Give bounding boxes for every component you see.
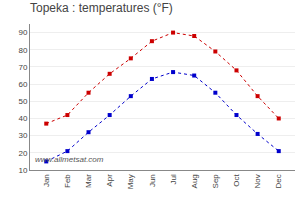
svg-text:Jun: Jun bbox=[148, 174, 157, 187]
svg-text:60: 60 bbox=[18, 80, 27, 89]
svg-text:10: 10 bbox=[18, 166, 27, 175]
svg-text:Mar: Mar bbox=[84, 174, 93, 188]
svg-text:30: 30 bbox=[18, 131, 27, 140]
svg-text:70: 70 bbox=[18, 63, 27, 72]
svg-text:20: 20 bbox=[18, 149, 27, 158]
svg-text:50: 50 bbox=[18, 97, 27, 106]
svg-text:Dec: Dec bbox=[274, 174, 283, 188]
svg-text:www.allmetsat.com: www.allmetsat.com bbox=[35, 155, 104, 164]
svg-text:Topeka : temperatures (°F): Topeka : temperatures (°F) bbox=[30, 1, 173, 15]
svg-text:90: 90 bbox=[18, 28, 27, 37]
svg-text:May: May bbox=[126, 174, 135, 189]
svg-text:Aug: Aug bbox=[190, 174, 199, 188]
svg-text:Feb: Feb bbox=[63, 174, 72, 188]
svg-text:Jul: Jul bbox=[169, 174, 178, 184]
svg-text:Apr: Apr bbox=[105, 174, 114, 187]
svg-text:40: 40 bbox=[18, 114, 27, 123]
svg-text:80: 80 bbox=[18, 46, 27, 55]
svg-text:Jan: Jan bbox=[42, 174, 51, 187]
svg-text:Sep: Sep bbox=[211, 174, 220, 189]
svg-text:Nov: Nov bbox=[253, 174, 262, 188]
svg-text:Oct: Oct bbox=[232, 173, 241, 186]
